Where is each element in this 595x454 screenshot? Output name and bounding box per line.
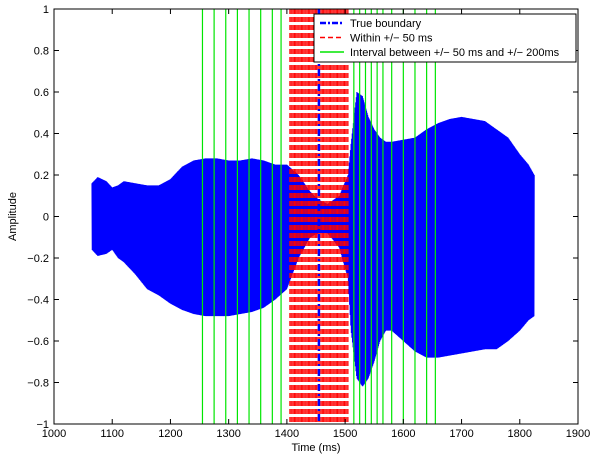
y-tick-label-4: −0.2: [27, 253, 49, 265]
x-axis-label: Time (ms): [291, 442, 340, 454]
legend-label-within: Within +/− 50 ms: [350, 33, 433, 45]
legend-box: [313, 13, 577, 63]
x-tick-label-4: 1400: [275, 428, 299, 440]
y-axis-ticks: −1 −0.8 −0.6 −0.4 −0.2 0 0.2 0.4 0.6 0.8 1: [27, 4, 578, 431]
x-tick-label-2: 1200: [158, 428, 182, 440]
y-tick-label-8: 0.6: [34, 87, 49, 99]
x-tick-label-0: 1000: [42, 428, 66, 440]
x-tick-label-8: 1800: [508, 428, 532, 440]
y-tick-label-0: −1: [36, 419, 49, 431]
legend-label-interval: Interval between +/− 50 ms and +/− 200ms: [350, 47, 560, 59]
legend-label-true-boundary: True boundary: [350, 18, 422, 30]
y-tick-label-3: −0.4: [27, 295, 49, 307]
y-axis-label: Amplitude: [7, 192, 19, 241]
interval-lines: [201, 9, 436, 424]
signal-waveform: [91, 91, 535, 387]
signal-trace: [91, 91, 535, 387]
y-tick-label-2: −0.6: [27, 336, 49, 348]
y-tick-label-7: 0.4: [34, 129, 49, 141]
legend: True boundary Within +/− 50 ms Interval …: [313, 13, 577, 63]
y-tick-label-9: 0.8: [34, 46, 49, 58]
x-tick-label-1: 1100: [100, 428, 124, 440]
x-tick-label-6: 1600: [391, 428, 415, 440]
x-tick-label-7: 1700: [449, 428, 473, 440]
x-tick-label-9: 1900: [566, 428, 590, 440]
x-axis-ticks: 1000 1100 1200 1300 1400 1500 1600 1700 1800 1900: [42, 9, 590, 440]
y-tick-label-6: 0.2: [34, 170, 49, 182]
within-50ms-lines: [289, 9, 349, 424]
x-tick-label-5: 1500: [333, 428, 357, 440]
y-tick-label-5: 0: [43, 212, 49, 224]
y-tick-label-10: 1: [43, 4, 49, 16]
y-tick-label-1: −0.8: [27, 378, 49, 390]
x-tick-label-3: 1300: [216, 428, 240, 440]
